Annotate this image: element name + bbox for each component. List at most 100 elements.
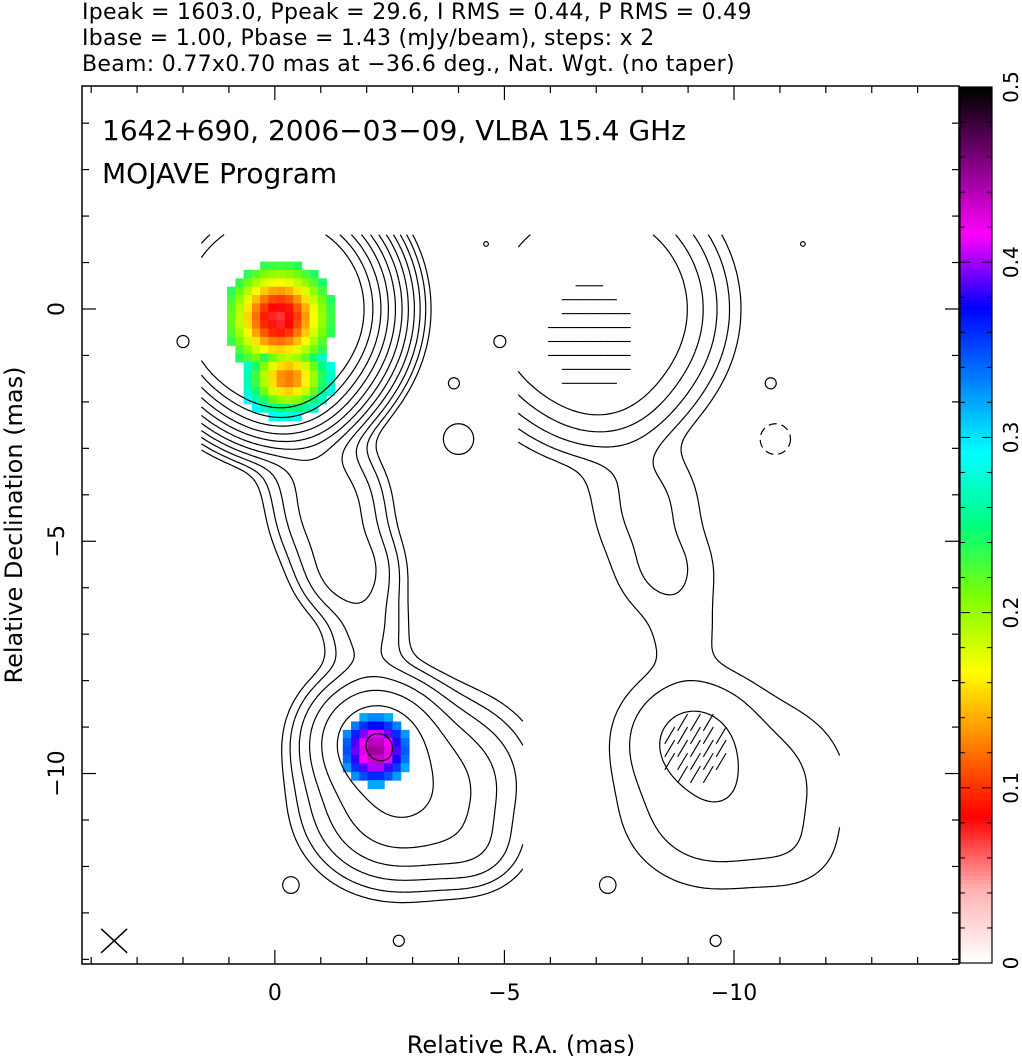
- evpa-vector: [690, 752, 701, 771]
- polarization-pixel: [276, 353, 286, 363]
- noise-island-left: [442, 423, 475, 455]
- polarization-pixel: [392, 738, 402, 748]
- colorbar-swatch: [960, 313, 992, 319]
- polarization-pixel: [318, 361, 327, 371]
- polarization-pixel: [260, 378, 270, 388]
- evpa-vector: [677, 765, 689, 784]
- stokes-i-contour-left-10: [200, 234, 365, 409]
- polarization-pixel: [268, 303, 278, 313]
- polarization-pixel: [326, 378, 336, 388]
- colorbar-swatch: [960, 341, 992, 347]
- colorbar-swatch: [960, 270, 992, 275]
- colorbar-swatch: [960, 783, 992, 789]
- colorbar-swatch: [960, 584, 992, 590]
- polarization-pixel: [260, 320, 270, 330]
- polarization-pixel: [400, 763, 410, 773]
- fractional-polarization-image: [227, 261, 410, 789]
- evpa-vector: [715, 752, 727, 771]
- polarization-pixel: [309, 303, 319, 313]
- colorbar-swatch: [960, 604, 992, 610]
- colorbar-swatch: [960, 600, 992, 606]
- axes: 0 −5 −10 0 −5 −10: [45, 86, 959, 1006]
- noise-island-right: [759, 423, 792, 455]
- polarization-pixel: [276, 412, 286, 422]
- polarization-pixel: [301, 403, 311, 413]
- colorbar-swatch: [960, 501, 992, 506]
- polarization-pixel: [284, 278, 294, 288]
- colorbar-swatch: [960, 469, 992, 474]
- polarization-pixel: [235, 295, 245, 305]
- polarization-pixel: [293, 278, 303, 288]
- colorbar-swatch: [960, 620, 992, 626]
- colorbar-swatch: [960, 708, 992, 713]
- colorbar-swatch: [960, 596, 992, 602]
- polarization-pixel: [284, 311, 294, 321]
- polarization-pixel: [251, 269, 261, 279]
- colorbar-swatch: [960, 87, 992, 92]
- polarization-pixel: [326, 303, 336, 313]
- colorbar-swatch: [960, 616, 992, 622]
- colorbar-swatch: [960, 437, 992, 442]
- polarization-pixel: [243, 361, 253, 371]
- colorbar-swatch: [960, 891, 992, 896]
- polarization-pixel: [359, 763, 369, 773]
- polarization-pixel: [227, 303, 236, 313]
- polarization-pixel: [251, 303, 261, 313]
- colorbar-swatch: [960, 90, 992, 96]
- colorbar-swatch: [960, 266, 992, 271]
- colorbar-swatch: [960, 688, 992, 693]
- evpa-vector: [702, 765, 714, 784]
- colorbar-swatch: [960, 210, 992, 216]
- evpa-vector: [715, 726, 727, 745]
- colorbar-swatch: [960, 911, 992, 916]
- colorbar-swatch: [960, 943, 992, 948]
- polarization-pixel: [367, 763, 377, 773]
- colorbar-tick-label: 0.4: [999, 246, 1022, 278]
- polarization-pixel: [359, 754, 369, 764]
- polarization-pixel: [243, 320, 253, 330]
- colorbar-swatch: [960, 154, 992, 160]
- polarization-pixel: [260, 295, 270, 305]
- evpa-vector: [690, 726, 701, 745]
- polarization-pixel: [375, 780, 385, 789]
- colorbar-swatch: [960, 775, 992, 781]
- colorbar-swatch: [960, 138, 992, 144]
- colorbar-swatch: [960, 114, 992, 120]
- polarization-pixel: [359, 713, 369, 723]
- colorbar-swatch: [960, 298, 992, 303]
- colorbar-swatch: [960, 294, 992, 299]
- colorbar-swatch: [960, 779, 992, 785]
- polarization-pixel: [227, 286, 236, 296]
- plot-header: Ipeak = 1603.0, Ppeak = 29.6, I RMS = 0.…: [82, 0, 1002, 78]
- polarization-pixel: [384, 713, 393, 723]
- colorbar-swatch: [960, 353, 992, 359]
- colorbar-swatch: [960, 182, 992, 188]
- colorbar-swatch: [960, 465, 992, 470]
- evpa-vectors: [548, 285, 727, 784]
- colorbar-swatch: [960, 652, 992, 657]
- polarization-pixel: [284, 378, 294, 388]
- colorbar-swatch: [960, 425, 992, 431]
- colorbar-swatch: [960, 286, 992, 291]
- colorbar-swatch: [960, 214, 992, 219]
- polarization-pixel: [367, 738, 377, 748]
- polarization-pixel: [367, 780, 377, 789]
- polarization-pixel: [251, 395, 261, 405]
- polarization-pixel: [260, 345, 270, 355]
- polarization-pixel: [276, 336, 286, 346]
- colorbar-swatch: [960, 959, 992, 964]
- polarization-pixel: [293, 387, 303, 396]
- colorbar-swatch: [960, 525, 992, 530]
- polarization-pixel: [309, 361, 319, 371]
- polarization-pixel: [268, 345, 278, 355]
- colorbar-swatch: [960, 580, 992, 586]
- polarization-pixel: [318, 378, 327, 388]
- polarization-pixel: [227, 328, 236, 338]
- polarization-pixel: [276, 295, 286, 305]
- colorbar-swatch: [960, 254, 992, 259]
- colorbar-swatch: [960, 126, 992, 132]
- polarization-pixel: [260, 303, 270, 313]
- colorbar-tick-label: 0.5: [999, 71, 1022, 103]
- polarization-pixel: [251, 278, 261, 288]
- colorbar-swatch: [960, 552, 992, 558]
